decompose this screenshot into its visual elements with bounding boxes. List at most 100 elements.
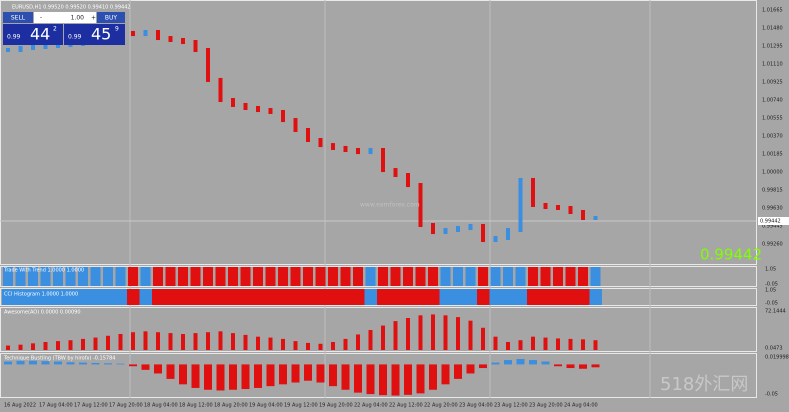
trend-bar — [265, 267, 276, 286]
price-bar — [181, 37, 185, 45]
trend-bar — [28, 267, 38, 286]
cci-bar — [227, 289, 240, 305]
price-bar — [356, 148, 360, 155]
awesome-bar — [143, 331, 148, 350]
trend-bar — [403, 267, 413, 286]
trend-bar — [553, 267, 563, 286]
cci-bar — [402, 289, 415, 305]
price-bar — [256, 105, 260, 113]
bustling-bar — [541, 361, 550, 365]
trend-bar — [78, 267, 88, 286]
price-bar — [231, 98, 235, 107]
price-bar — [381, 148, 385, 173]
cci-bar — [477, 289, 490, 305]
awesome-bar — [131, 332, 135, 350]
awesome-bar — [293, 341, 298, 350]
bustling-bar — [529, 360, 537, 365]
price-bar — [318, 137, 323, 148]
awesome-bar — [18, 344, 23, 350]
lot-plus: + — [91, 15, 96, 22]
price-label: 1.00925 — [762, 80, 783, 86]
lot-value: 1.00 — [71, 15, 85, 22]
awesome-bar — [306, 342, 310, 350]
bustling-bar — [91, 362, 100, 365]
time-label: 19 Aug 20:00 — [319, 403, 353, 409]
awesome-bar — [118, 334, 123, 350]
awesome-bar — [206, 332, 210, 350]
price-label: 0.99260 — [762, 242, 783, 248]
awesome-bar — [593, 340, 598, 350]
time-label: 19 Aug 04:00 — [249, 403, 283, 409]
buy-button[interactable] — [97, 12, 125, 23]
trend-bar — [340, 267, 351, 286]
bustling-bar — [579, 364, 587, 369]
awesome-bar — [318, 343, 323, 350]
cci-bar — [327, 289, 340, 305]
cci-bar — [539, 289, 552, 305]
bid-box — [3, 24, 63, 45]
trend-bar — [253, 267, 263, 286]
bustling-bar — [454, 364, 462, 379]
bustling-label: Technique Bustling (TBW by hirofx) -0.15… — [3, 356, 115, 362]
trend-bar — [415, 267, 426, 286]
cci-bar — [102, 289, 115, 305]
price-bar — [581, 209, 585, 221]
price-label: 0.99630 — [762, 206, 783, 212]
bustling-bottom: -0.05 — [765, 392, 778, 398]
cci-bar — [489, 289, 502, 305]
cci-bar — [14, 289, 27, 305]
awesome-bar — [68, 340, 73, 350]
lot-minus: - — [40, 15, 42, 22]
trend-bar — [178, 267, 188, 286]
bustling-bar — [241, 364, 250, 390]
bustling-bar — [566, 364, 575, 369]
price-bar — [443, 227, 448, 235]
awesome-bar — [381, 325, 385, 350]
bustling-bar — [429, 364, 437, 390]
time-label: 17 Aug 12:00 — [74, 403, 108, 409]
watermark: www.earnforex.com — [360, 202, 420, 209]
sell-label: SELL — [11, 15, 26, 22]
awesome-label: Awesome(AO) 0.0000 0.00090 — [4, 310, 81, 316]
price-bar — [143, 30, 148, 37]
trend-bar — [453, 267, 463, 286]
frames — [0, 0, 757, 398]
awesome-bar — [281, 338, 285, 350]
current-price-box — [758, 217, 789, 225]
cci-bottom: -0.05 — [765, 301, 778, 307]
price-bar — [331, 143, 335, 150]
bustling-bar — [329, 364, 337, 387]
trend-bar — [515, 267, 526, 286]
bustling-bar — [416, 364, 425, 394]
trend-bar — [15, 267, 26, 286]
sell-button[interactable] — [3, 12, 33, 23]
awesome-bar — [156, 332, 160, 350]
bustling-bar — [179, 364, 187, 385]
cci-bar — [139, 289, 152, 305]
price-bar — [206, 48, 210, 82]
price-bar — [368, 148, 373, 155]
awesome-bar — [368, 330, 373, 350]
price-bar — [281, 109, 285, 123]
awesome-bar — [181, 334, 185, 350]
trend-bar — [328, 267, 338, 286]
bustling-bar — [141, 364, 150, 370]
trend-bar — [203, 267, 213, 286]
trend-bar — [540, 267, 551, 286]
awesome-bar — [106, 335, 110, 350]
bustling-bar — [516, 358, 525, 365]
awesome-bar — [431, 314, 435, 350]
cci-bar — [502, 289, 515, 305]
time-label: 17 Aug 20:00 — [109, 403, 143, 409]
awesome-bar — [218, 331, 223, 350]
lot-input[interactable] — [34, 12, 96, 23]
price-bar — [531, 177, 535, 207]
price-bar — [406, 173, 410, 188]
price-bar — [218, 77, 223, 103]
awesome-bar — [56, 341, 60, 350]
ask-big: 0.99 — [68, 34, 82, 41]
bustling-bar — [116, 363, 125, 365]
bustling-bar — [316, 364, 325, 383]
time-label: 16 Aug 2022 — [4, 403, 36, 409]
bustling-bar — [279, 364, 287, 385]
